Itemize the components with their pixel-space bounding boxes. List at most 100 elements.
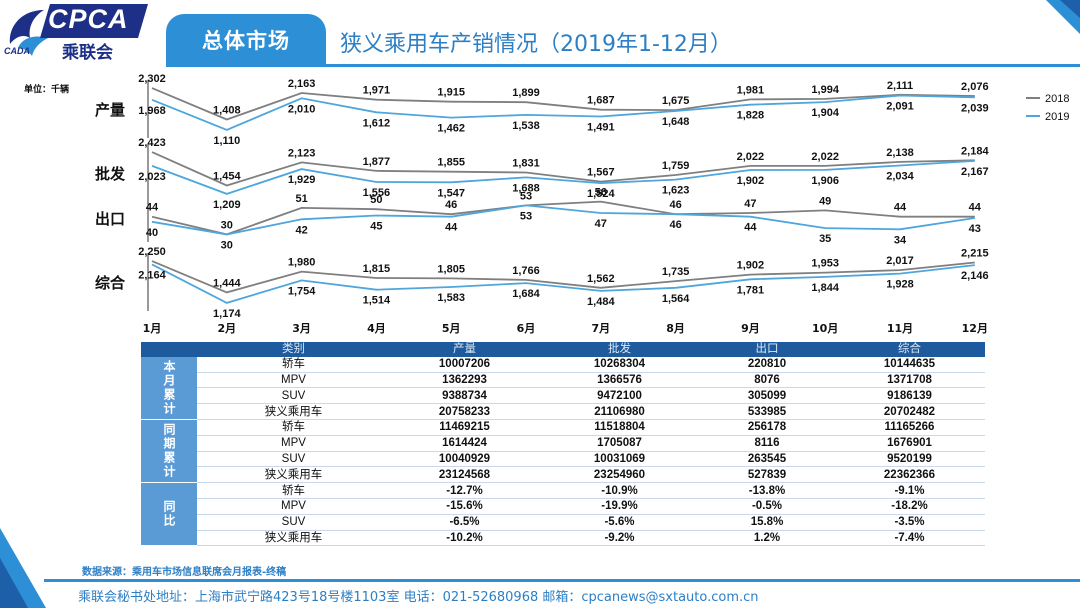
- data-label: 53: [520, 210, 532, 222]
- data-label: 2,123: [288, 147, 316, 159]
- table-header: 产量: [390, 342, 539, 357]
- data-label: 1,583: [437, 292, 465, 304]
- data-label: 1,899: [512, 87, 540, 99]
- table-cell: 23254960: [539, 466, 700, 484]
- table-header: 批发: [539, 342, 700, 357]
- data-label: 43: [969, 223, 981, 235]
- table-cell: 1676901: [834, 435, 985, 452]
- series-line-2018: [151, 260, 975, 294]
- panel-label: 出口: [95, 210, 125, 228]
- table-cell: 20702482: [834, 403, 985, 420]
- data-label: 1,174: [213, 308, 241, 320]
- table-cell: -19.9%: [539, 498, 700, 515]
- data-label: 1,648: [662, 116, 690, 128]
- data-label: 1,994: [811, 84, 839, 96]
- table-row: MPV 1362293 1366576 8076 1371708: [141, 372, 985, 389]
- data-label: 40: [146, 227, 158, 239]
- data-label: 2,039: [961, 102, 989, 114]
- table-cell-category: 狭义乘用车: [197, 403, 390, 420]
- table-cell: 10031069: [539, 451, 700, 468]
- table-cell-category: MPV: [197, 498, 390, 515]
- table-cell: 1614424: [390, 435, 539, 452]
- table-cell: -13.8%: [700, 482, 834, 499]
- data-label: 2,023: [138, 171, 166, 183]
- data-label: 1,462: [437, 123, 465, 135]
- table-cell: 15.8%: [700, 514, 834, 531]
- data-label: 2,022: [811, 151, 839, 163]
- data-label: 49: [819, 195, 831, 207]
- table-row: 狭义乘用车 23124568 23254960 527839 22362366: [141, 466, 985, 484]
- data-label: 44: [894, 202, 907, 214]
- data-label: 1,612: [363, 117, 391, 129]
- data-label: 1,110: [213, 135, 240, 147]
- data-label: 44: [969, 202, 982, 214]
- x-tick-label: 8月: [666, 322, 685, 335]
- table-cell: 10268304: [539, 356, 700, 373]
- data-label: 45: [370, 220, 382, 232]
- x-tick-label: 5月: [442, 322, 461, 335]
- data-label: 34: [894, 234, 907, 246]
- table-cell-category: SUV: [197, 387, 390, 405]
- table-cell: 10144635: [834, 356, 985, 373]
- table-cell: -10.2%: [390, 530, 539, 547]
- data-label: 2,302: [138, 73, 166, 85]
- data-label: 1,491: [587, 122, 615, 134]
- data-label: 1,547: [437, 187, 465, 199]
- panel-label: 批发: [95, 165, 126, 183]
- x-tick-label: 11月: [887, 322, 913, 335]
- logo-text: CPCA: [48, 4, 129, 34]
- corner-decoration-icon: [0, 528, 46, 608]
- table-cell: 10007206: [390, 356, 539, 373]
- table-header-row: 类别 产量 批发 出口 综合: [141, 342, 985, 357]
- table-cell: 8076: [700, 372, 834, 389]
- table-cell: 1366576: [539, 372, 700, 389]
- table-row: SUV -6.5% -5.6% 15.8% -3.5%: [141, 514, 985, 531]
- data-label: 42: [295, 224, 307, 236]
- cpca-logo: CPCA 乘联会 CADA: [0, 0, 160, 66]
- table-cell: 10040929: [390, 451, 539, 468]
- section-tab: 总体市场: [166, 14, 326, 66]
- data-label: 1,408: [213, 104, 241, 116]
- x-tick-label: 9月: [741, 322, 760, 335]
- data-label: 51: [295, 193, 307, 205]
- data-label: 2,022: [737, 151, 765, 163]
- data-label: 30: [221, 219, 233, 231]
- data-label: 1,623: [662, 185, 690, 197]
- data-label: 1,953: [811, 258, 839, 270]
- data-label: 2,076: [961, 81, 989, 93]
- x-tick-label: 4月: [367, 322, 386, 335]
- table-cell: 11518804: [539, 419, 700, 436]
- table-cell: 22362366: [834, 466, 985, 484]
- data-label: 1,968: [138, 105, 166, 117]
- table-cell: 23124568: [390, 466, 539, 484]
- x-tick-label: 1月: [143, 322, 162, 335]
- data-label: 46: [445, 199, 457, 211]
- table-cell: -9.1%: [834, 482, 985, 499]
- table-row: 同比 轿车 -12.7% -10.9% -13.8% -9.1%: [141, 482, 985, 547]
- table-cell: 1705087: [539, 435, 700, 452]
- data-label: 1,831: [512, 157, 540, 169]
- data-label: 1,524: [587, 188, 615, 200]
- table-cell: 11165266: [834, 419, 985, 436]
- data-label: 1,688: [512, 182, 540, 194]
- series-line-2019: [151, 160, 975, 195]
- data-label: 1,844: [811, 282, 839, 294]
- corner-decoration-icon: [1046, 0, 1080, 34]
- data-label: 44: [445, 222, 458, 234]
- table-cell-category: 轿车: [197, 482, 390, 499]
- data-label: 1,684: [512, 288, 540, 300]
- data-label: 1,929: [288, 174, 316, 186]
- data-label: 35: [819, 233, 831, 245]
- table-cell: 220810: [700, 356, 834, 373]
- logo-band-icon: [40, 4, 148, 38]
- legend-entry: 2018: [1045, 93, 1069, 105]
- table-group-label: 本月累计: [141, 356, 197, 420]
- table-cell: 20758233: [390, 403, 539, 420]
- data-label: 46: [669, 219, 681, 231]
- x-tick-label: 6月: [517, 322, 536, 335]
- table-row: 本月累计 轿车 10007206 10268304 220810 10144635: [141, 356, 985, 420]
- data-label: 1,928: [886, 279, 914, 291]
- data-label: 2,163: [288, 78, 316, 90]
- data-label: 1,877: [363, 156, 391, 168]
- table-cell: 527839: [700, 466, 834, 484]
